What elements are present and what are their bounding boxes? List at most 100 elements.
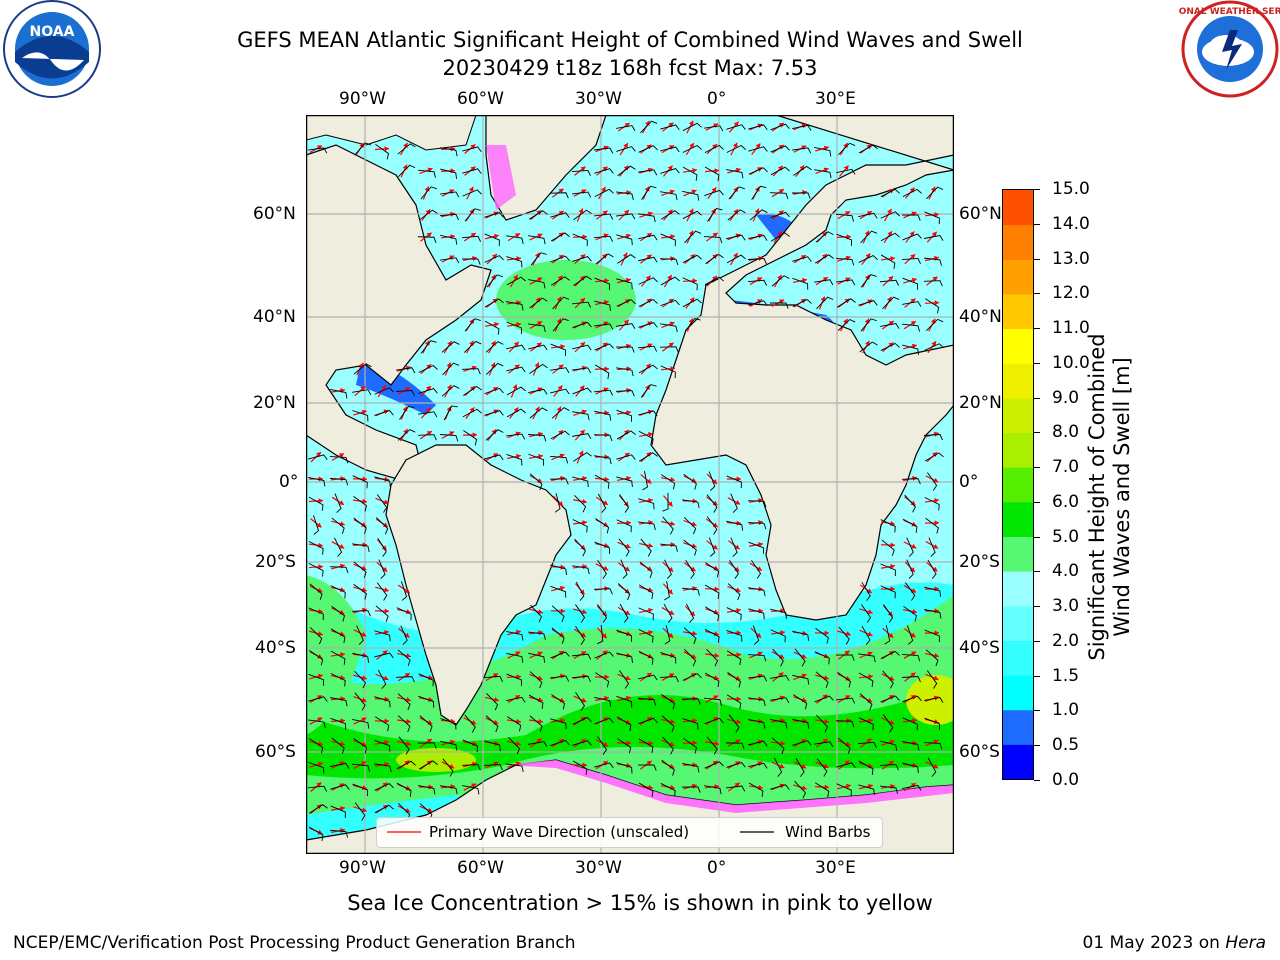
wind-barb (308, 496, 324, 511)
wind-barb (748, 608, 765, 620)
wave-direction-arrowhead (623, 165, 629, 171)
wind-barb (638, 234, 658, 241)
wind-barb (704, 672, 720, 688)
wind-barb (617, 165, 636, 177)
wind-barb (902, 518, 918, 533)
wind-barb (861, 625, 871, 645)
wind-barb (506, 235, 524, 245)
colorbar-segment (1003, 328, 1033, 364)
wind-barb (374, 739, 391, 752)
wind-barb (926, 670, 938, 689)
swell-zone-north-atlantic (496, 260, 636, 340)
wave-direction-arrowhead (646, 452, 652, 458)
wind-barb (616, 125, 636, 131)
wind-barb (772, 648, 784, 667)
wind-barb (792, 630, 810, 641)
wind-barb (637, 764, 657, 771)
colorbar-tick-label: 0.0 (1052, 770, 1080, 790)
wave-direction-arrowhead (911, 521, 917, 527)
wind-barb (440, 168, 457, 179)
wave-direction-arrowhead (360, 386, 366, 392)
wave-direction-arrowhead (317, 145, 323, 150)
wave-direction-arrowhead (534, 362, 540, 368)
wave-direction-arrowhead (646, 760, 652, 766)
wind-barb (529, 407, 548, 419)
wind-barb (752, 625, 760, 645)
wave-direction-arrowhead (317, 653, 323, 659)
wind-barb (353, 363, 372, 375)
wave-direction-arrowhead (688, 208, 694, 214)
wind-barb (880, 785, 898, 794)
wind-barb (726, 785, 746, 792)
wind-barb (619, 670, 630, 689)
wave-direction-arrowhead (648, 696, 653, 702)
wave-direction-arrowhead (670, 542, 675, 548)
wind-barb (486, 274, 503, 288)
wind-barb (683, 473, 697, 490)
wave-direction-arrowhead (384, 718, 389, 724)
wind-barb (836, 298, 856, 308)
wind-barb (573, 452, 592, 462)
wave-height-map (305, 114, 955, 855)
wave-direction-arrowhead (802, 718, 807, 724)
wave-direction-arrowhead (867, 631, 873, 637)
wind-barb (792, 256, 812, 262)
wind-barb (686, 603, 695, 623)
wind-barb (661, 474, 676, 490)
lon-label-top: 30°W (575, 89, 622, 109)
wind-barb (928, 537, 936, 557)
wind-barb (483, 675, 503, 683)
wind-barb (375, 605, 389, 622)
wind-barb (858, 717, 874, 731)
wave-direction-arrowhead (732, 142, 738, 148)
wind-barb (660, 124, 680, 131)
wave-direction-arrowhead (383, 499, 389, 505)
wind-barb (313, 515, 320, 535)
wind-barb (572, 367, 592, 374)
wind-barb (484, 212, 504, 218)
wind-barb (638, 628, 654, 643)
wave-direction-arrowhead (493, 761, 499, 767)
wind-barb (726, 694, 742, 710)
wave-direction-arrowhead (317, 761, 323, 767)
wind-barb (859, 693, 873, 711)
wave-direction-arrowhead (339, 521, 345, 527)
colorbar (1002, 189, 1034, 780)
wave-direction-arrowhead (494, 740, 499, 746)
wave-direction-arrowhead (603, 522, 609, 527)
wind-barb (376, 582, 388, 601)
colorbar-tick-label: 1.5 (1052, 665, 1080, 686)
wind-barb (704, 125, 724, 132)
wind-barb (354, 670, 367, 689)
wind-barb (420, 186, 437, 200)
wind-barb (398, 164, 416, 178)
wave-direction-arrowhead (426, 364, 432, 370)
colorbar-tick-label: 12.0 (1052, 283, 1090, 304)
wind-barb (484, 454, 504, 461)
wind-barb (529, 363, 548, 374)
wind-barb (726, 124, 746, 130)
wind-barb (882, 670, 894, 689)
wave-direction-arrowhead (866, 738, 872, 744)
colorbar-tick (1034, 293, 1040, 295)
wind-barb (550, 564, 567, 575)
colorbar-tick (1034, 362, 1040, 364)
wave-direction-arrowhead (846, 718, 851, 724)
wind-barb (572, 433, 592, 439)
wind-barb (704, 144, 724, 154)
wind-barb (638, 169, 658, 176)
wind-barb (879, 764, 899, 771)
wave-direction-arrowhead (623, 319, 629, 325)
wind-barb (528, 323, 546, 332)
wind-barb (396, 367, 416, 374)
wind-barb (858, 784, 875, 796)
wind-barb (594, 762, 614, 769)
wind-barb (880, 232, 900, 242)
wind-barb (464, 714, 476, 733)
wind-barb (730, 537, 738, 557)
wave-direction-arrowhead (824, 718, 829, 724)
wave-direction-arrowhead (890, 542, 895, 548)
wind-barb (835, 654, 855, 661)
land-greenland (485, 115, 607, 221)
wind-barb (685, 559, 695, 579)
